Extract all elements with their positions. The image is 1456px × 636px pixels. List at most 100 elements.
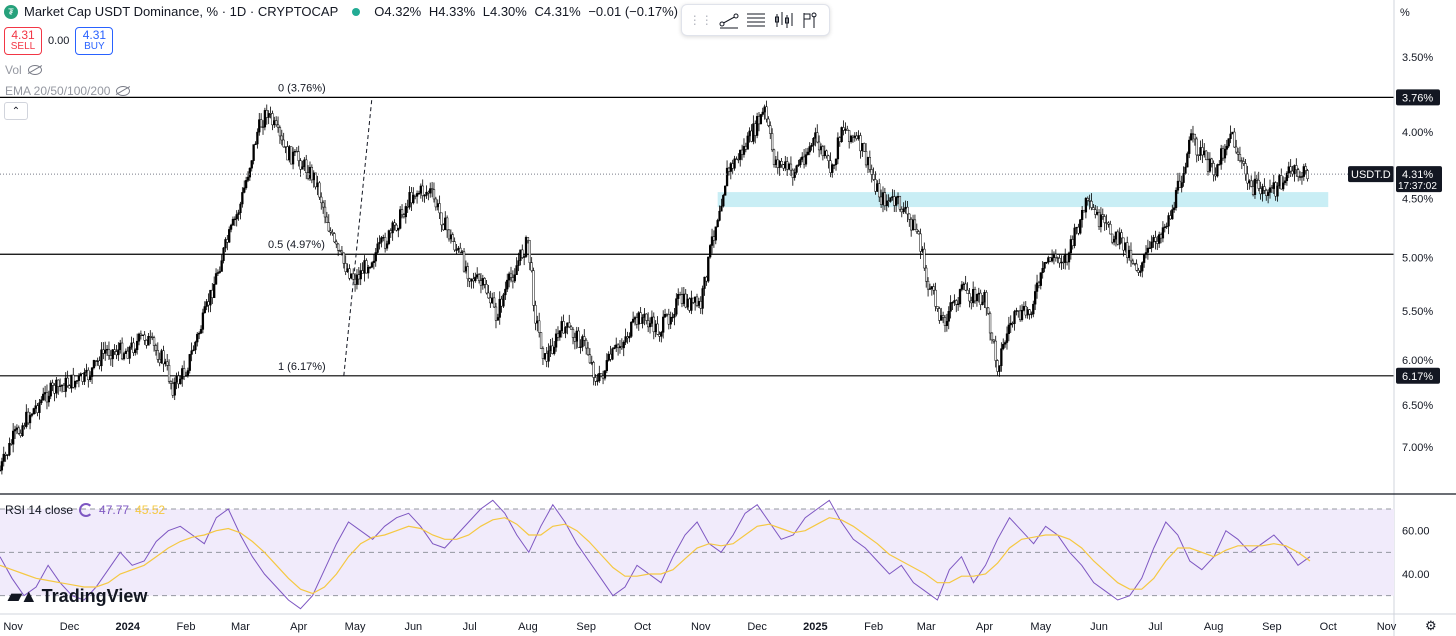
candle-body [1276, 185, 1279, 197]
candle-body [367, 267, 370, 274]
candle-body [701, 288, 704, 309]
candle-body [754, 123, 757, 136]
candle-body [491, 297, 494, 304]
candle-body [19, 432, 22, 436]
candle-body [712, 236, 716, 241]
x-tick-label: Apr [290, 621, 307, 633]
candle-body [42, 393, 45, 401]
candle-body [594, 377, 597, 382]
candle-body [1065, 254, 1069, 263]
candle-body [1246, 173, 1249, 184]
candle-body [1167, 215, 1170, 227]
candle-body [404, 206, 407, 218]
candle-body [476, 274, 479, 278]
rsi-legend[interactable]: RSI 14 close 47.77 45.52 [5, 503, 165, 517]
candle-body [387, 230, 391, 244]
candle-body [269, 113, 272, 115]
candle-body [643, 313, 646, 318]
candle-body [750, 130, 753, 142]
candle-body [414, 194, 417, 197]
candle-body [196, 333, 199, 343]
candle-body [346, 268, 349, 272]
x-tick-label: Apr [976, 621, 993, 633]
candle-body [0, 461, 4, 471]
candle-body [496, 317, 500, 321]
scale-unit-label[interactable]: % [1400, 7, 1410, 19]
candle-body [258, 119, 261, 133]
trend-line-icon[interactable] [718, 11, 740, 29]
candle-body [47, 395, 50, 403]
sell-button[interactable]: 4.31 SELL [4, 27, 42, 55]
candle-body [883, 192, 887, 207]
candle-body [740, 149, 744, 155]
candle-body [1193, 133, 1197, 140]
collapse-legend-button[interactable]: ⌃ [4, 102, 28, 120]
candle-body [536, 320, 539, 324]
candle-body [13, 429, 17, 432]
candle-body [1120, 232, 1123, 239]
indicator-ema[interactable]: EMA 20/50/100/200 [5, 84, 131, 98]
candle-body [628, 336, 631, 339]
candle-body [1052, 253, 1056, 258]
candle-body [481, 278, 484, 286]
candle-body [1126, 242, 1129, 258]
candle-body [1064, 254, 1067, 263]
candle-body [205, 301, 208, 307]
candle-body [774, 159, 778, 165]
candle-body [179, 378, 182, 385]
candle-body [1015, 310, 1018, 312]
tradingview-logo[interactable]: ▰▲ TradingView [8, 586, 147, 607]
candle-body [1067, 252, 1071, 263]
indicator-vol[interactable]: Vol [5, 63, 42, 77]
candle-body [139, 333, 143, 336]
candle-body [1255, 178, 1259, 181]
candle-body [1163, 226, 1166, 228]
buy-button[interactable]: 4.31 BUY [75, 27, 114, 55]
candle-body [1011, 322, 1014, 325]
candle-body [348, 268, 351, 279]
candle-body [1268, 187, 1272, 193]
candle-body [825, 150, 828, 157]
candle-body [154, 345, 158, 351]
candle-body [333, 233, 336, 243]
candle-body [686, 298, 689, 308]
candle-body [579, 346, 582, 348]
candle-body [840, 127, 843, 142]
candle-body [960, 284, 964, 290]
flag-icon[interactable] [800, 11, 822, 29]
rsi-title: RSI 14 close [5, 503, 74, 517]
eye-hidden-icon[interactable] [27, 65, 42, 75]
eye-hidden-icon[interactable] [116, 86, 131, 96]
horizontal-lines-icon[interactable] [745, 11, 767, 29]
candle-body [291, 151, 295, 165]
candle-body [530, 262, 533, 271]
candle-body [671, 316, 674, 319]
candle-body [526, 237, 530, 241]
symbol-title[interactable]: Market Cap USDT Dominance, % · 1D · CRYP… [24, 4, 339, 19]
candle-body [1261, 186, 1264, 195]
candle-body [714, 226, 717, 241]
candle-body [697, 301, 701, 306]
candle-body [306, 172, 310, 179]
ohlc-readout: O4.32% H4.33% L4.30% C4.31% −0.01 (−0.17… [374, 4, 682, 19]
rsi-line [0, 499, 1311, 610]
y-tick-label: 4.00% [1402, 127, 1433, 139]
candle-body [340, 250, 344, 254]
candle-body [586, 347, 590, 356]
candle-body [703, 276, 706, 289]
candle-body [1092, 207, 1095, 210]
candle-body [1159, 234, 1163, 239]
candle-body [866, 157, 870, 166]
candle-body [1096, 211, 1099, 215]
drag-handle-icon[interactable]: ⋮⋮ [688, 13, 713, 27]
candle-body [1274, 182, 1277, 197]
candle-body [891, 196, 894, 198]
candle-body [797, 164, 800, 167]
ema-label: EMA 20/50/100/200 [5, 84, 111, 98]
candle-body [532, 270, 535, 306]
candle-body [521, 249, 524, 258]
bars-icon[interactable] [773, 11, 795, 29]
candle-body [141, 334, 144, 336]
candle-body [577, 330, 580, 348]
